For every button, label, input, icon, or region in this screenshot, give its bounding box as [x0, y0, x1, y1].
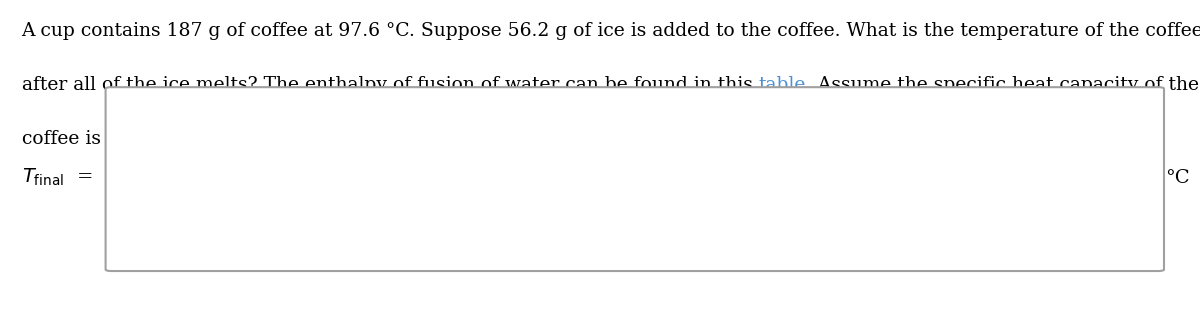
Text: . Assume the specific heat capacity of the: . Assume the specific heat capacity of t…	[806, 76, 1199, 94]
Text: after all of the ice melts? The enthalpy of fusion of water can be found in this: after all of the ice melts? The enthalpy…	[22, 76, 758, 94]
Text: table: table	[758, 76, 806, 94]
Text: coffee is the same as water.: coffee is the same as water.	[22, 130, 283, 148]
Text: A cup contains 187 g of coffee at 97.6 °C. Suppose 56.2 g of ice is added to the: A cup contains 187 g of coffee at 97.6 °…	[22, 22, 1200, 40]
Text: $T_{\mathrm{final}}$  =: $T_{\mathrm{final}}$ =	[22, 167, 92, 188]
Text: °C: °C	[1165, 169, 1190, 186]
